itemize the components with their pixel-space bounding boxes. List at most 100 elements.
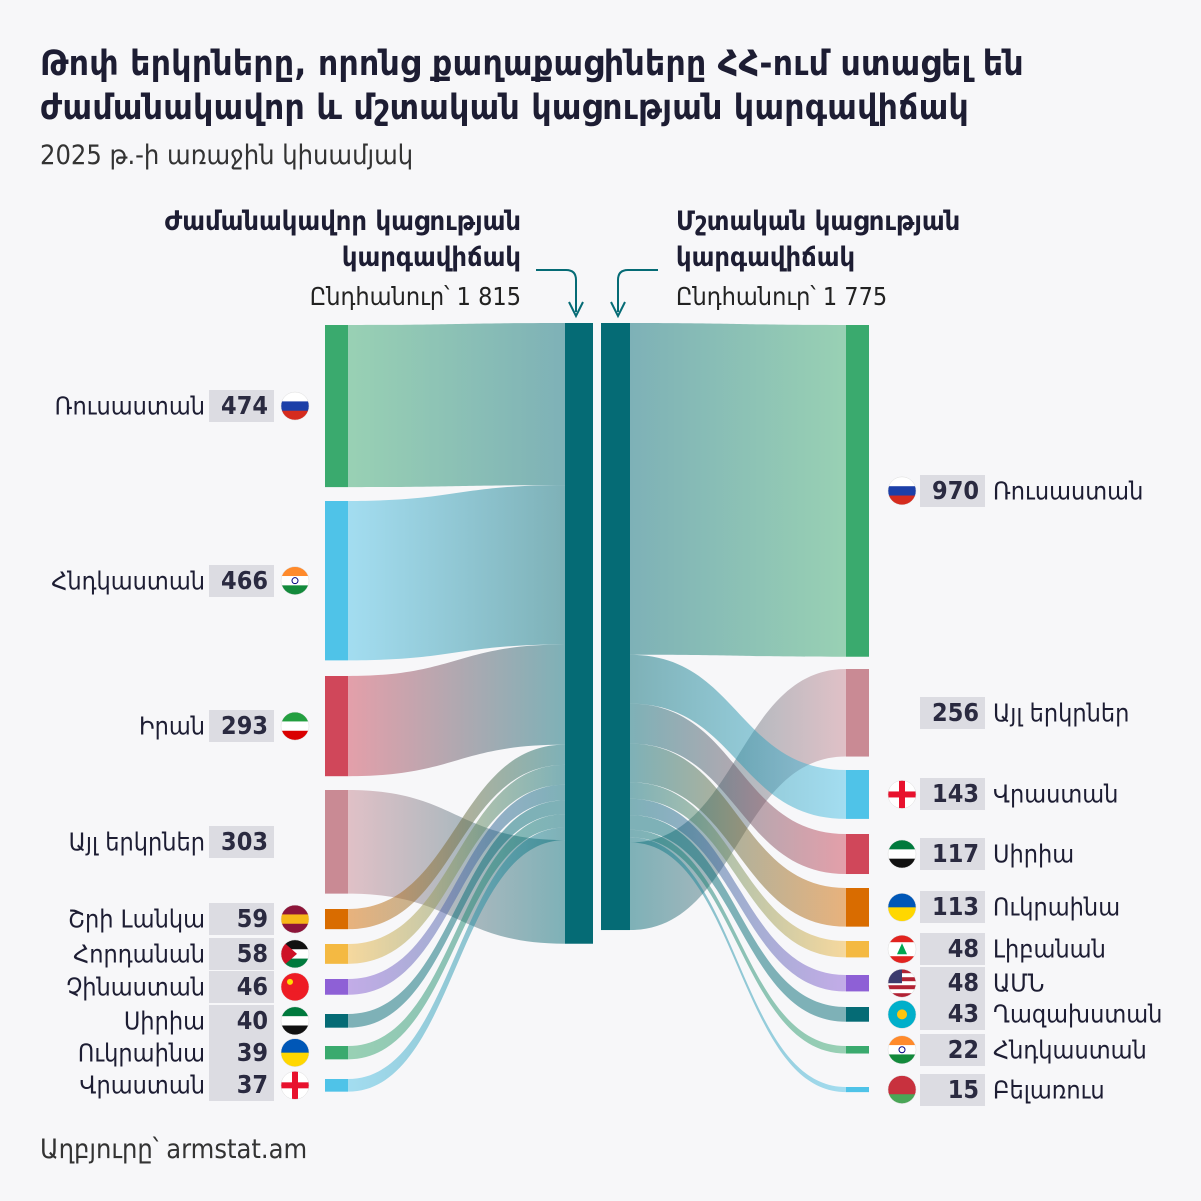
temporary-country-label: Այլ երկրներ [68, 827, 205, 857]
permanent-value-badge: 48 [920, 967, 985, 1000]
permanent-node-bar [846, 975, 869, 992]
permanent-value-badge: 117 [920, 838, 985, 870]
kazakhstan-flag-icon [888, 1000, 916, 1029]
temporary-node-bar [325, 1046, 348, 1060]
permanent-flow [630, 798, 846, 992]
permanent-node-bar [846, 325, 869, 657]
temporary-country-label: Շրի Լանկա [67, 904, 205, 934]
permanent-country-label: Բելառուս [993, 1075, 1105, 1105]
temporary-value-badge: 39 [209, 1036, 274, 1069]
permanent-node-bar [846, 770, 869, 819]
permanent-flow [630, 782, 846, 958]
temporary-node-bar [325, 979, 348, 995]
permanent-node-bar [846, 1007, 869, 1022]
permanent-value-badge: 970 [920, 474, 985, 507]
syria-flag-icon [888, 840, 916, 869]
permanent-country-label: ԱՄՆ [993, 968, 1045, 998]
temporary-country-label: Վրաստան [79, 1070, 205, 1100]
permanent-country-label: Այլ երկրներ [993, 698, 1130, 728]
permanent-country-label: Լիբանան [993, 934, 1106, 964]
temporary-value-badge: 46 [209, 970, 274, 1003]
temporary-country-label: Ռուսաստան [54, 391, 205, 421]
permanent-flow [630, 323, 846, 657]
permanent-country-label: Վրաստան [993, 779, 1119, 809]
permanent-country-label: Ղազախստան [993, 999, 1163, 1029]
chart-subtitle: 2025 թ.-ի առաջին կիսամյակ [40, 140, 414, 171]
permanent-node-bar [846, 834, 869, 875]
temporary-value-badge: 58 [209, 937, 274, 970]
georgia-flag-icon [281, 1071, 309, 1100]
permanent-value-badge: 256 [920, 696, 985, 729]
temporary-country-label: Սիրիա [123, 1006, 205, 1036]
permanent-value-badge: 43 [920, 998, 985, 1031]
lebanon-flag-icon [888, 935, 916, 964]
temporary-value-badge: 303 [209, 825, 274, 858]
permanent-total-bar [601, 323, 630, 931]
belarus-flag-icon [888, 1075, 916, 1104]
permanent-node-bar [846, 669, 869, 757]
temporary-value-badge: 466 [209, 564, 274, 597]
ukraine-flag-icon [281, 1038, 309, 1067]
temporary-country-label: Ուկրաինա [77, 1038, 205, 1068]
arrow-right-head [610, 301, 626, 319]
temporary-flow [348, 814, 565, 1060]
temporary-value-badge: 37 [209, 1069, 274, 1102]
china-flag-icon [281, 972, 309, 1001]
ukraine-flag-icon [888, 893, 916, 922]
permanent-total: Ընդհանուր՝ 1 775 [676, 282, 888, 311]
arrow-right-icon [617, 269, 658, 312]
permanent-flow [630, 815, 846, 1022]
india-flag-icon [281, 566, 309, 595]
temporary-node-bar [325, 1079, 348, 1092]
jordan-flag-icon [281, 939, 309, 968]
iran-flag-icon [281, 712, 309, 741]
chart-title: Թոփ երկրները, որոնց քաղաքացիները ՀՀ-ում … [40, 44, 1024, 128]
temporary-total-bar [565, 323, 593, 944]
temporary-flow [348, 485, 565, 661]
permanent-value-badge: 48 [920, 933, 985, 966]
georgia-flag-icon [888, 780, 916, 809]
permanent-country-label: Ռուսաստան [993, 476, 1144, 506]
temporary-flow [348, 744, 565, 930]
sri-lanka-flag-icon [281, 905, 309, 934]
india-flag-icon [888, 1035, 916, 1064]
temporary-country-label: Հնդկաստան [51, 566, 205, 596]
temporary-node-bar [325, 501, 348, 661]
source-note: Աղբյուրը՝ armstat.am [40, 1134, 308, 1165]
temporary-value-badge: 474 [209, 390, 274, 423]
temporary-node-bar [325, 325, 348, 488]
temporary-value-badge: 40 [209, 1004, 274, 1037]
permanent-heading: Մշտական կացության կարգավիճակ [676, 206, 961, 273]
temporary-heading: Ժամանակավոր կացության կարգավիճակ [164, 206, 521, 273]
temporary-flow [348, 784, 565, 995]
permanent-value-badge: 143 [920, 778, 985, 811]
russia-flag-icon [888, 476, 916, 505]
temporary-node-bar [325, 1014, 348, 1028]
temporary-node-bar [325, 909, 348, 930]
temporary-value-badge: 293 [209, 710, 274, 743]
permanent-node-bar [846, 1087, 869, 1093]
permanent-value-badge: 22 [920, 1033, 985, 1066]
temporary-flow [348, 323, 565, 488]
temporary-flow [348, 800, 565, 1028]
permanent-node-bar [846, 888, 869, 927]
russia-flag-icon [281, 392, 309, 421]
syria-flag-icon [281, 1006, 309, 1035]
permanent-flow [630, 829, 846, 1054]
permanent-value-badge: 113 [920, 891, 985, 924]
permanent-value-badge: 15 [920, 1073, 985, 1106]
temporary-country-label: Իրան [139, 711, 205, 741]
temporary-flow [348, 644, 565, 777]
temporary-country-label: Հորդանան [73, 939, 205, 969]
temporary-country-label: Չինաստան [66, 972, 205, 1002]
permanent-country-label: Ուկրաինա [993, 892, 1121, 922]
arrow-left-head [568, 301, 584, 319]
permanent-country-label: Սիրիա [993, 839, 1075, 869]
temporary-node-bar [325, 944, 348, 964]
temporary-total: Ընդհանուր՝ 1 815 [309, 282, 521, 311]
permanent-country-label: Հնդկաստան [993, 1035, 1147, 1065]
permanent-node-bar [846, 941, 869, 958]
temporary-node-bar [325, 790, 348, 894]
temporary-value-badge: 59 [209, 903, 274, 936]
